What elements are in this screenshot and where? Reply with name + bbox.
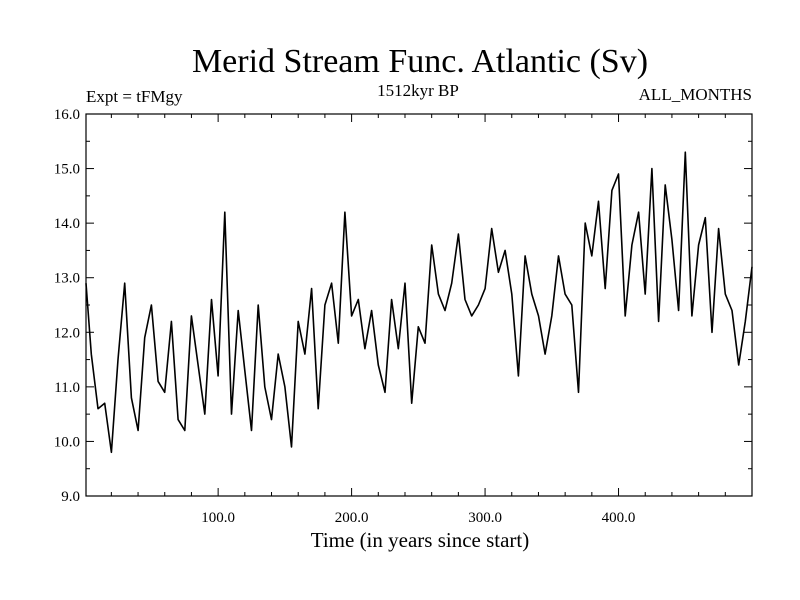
axis-ticks: 9.0 10.0 11.0 12.0 13.0 14.0 15.0 16.0 100.0 200.… <box>54 107 752 526</box>
y-tick-label: 15.0 <box>54 162 80 178</box>
y-tick-label: 13.0 <box>54 271 80 287</box>
x-tick-label: 300.0 <box>468 510 502 526</box>
x-axis-label: Time (in years since start) <box>311 528 530 552</box>
y-tick-label: 14.0 <box>54 216 80 232</box>
series-line-tFMgy <box>85 151 753 454</box>
y-tick-label: 11.0 <box>54 380 80 396</box>
months-label: ALL_MONTHS <box>639 85 752 104</box>
y-tick-label: 12.0 <box>54 325 80 341</box>
period-label: 1512kyr BP <box>377 81 459 100</box>
y-tick-label: 9.0 <box>61 489 80 505</box>
x-tick-label: 400.0 <box>602 510 636 526</box>
y-tick-label: 10.0 <box>54 434 80 450</box>
chart-title: Merid Stream Func. Atlantic (Sv) <box>192 43 648 80</box>
y-tick-label: 16.0 <box>54 107 80 123</box>
x-tick-label: 100.0 <box>201 510 235 526</box>
experiment-label: Expt = tFMgy <box>86 87 183 106</box>
x-tick-label: 200.0 <box>335 510 369 526</box>
